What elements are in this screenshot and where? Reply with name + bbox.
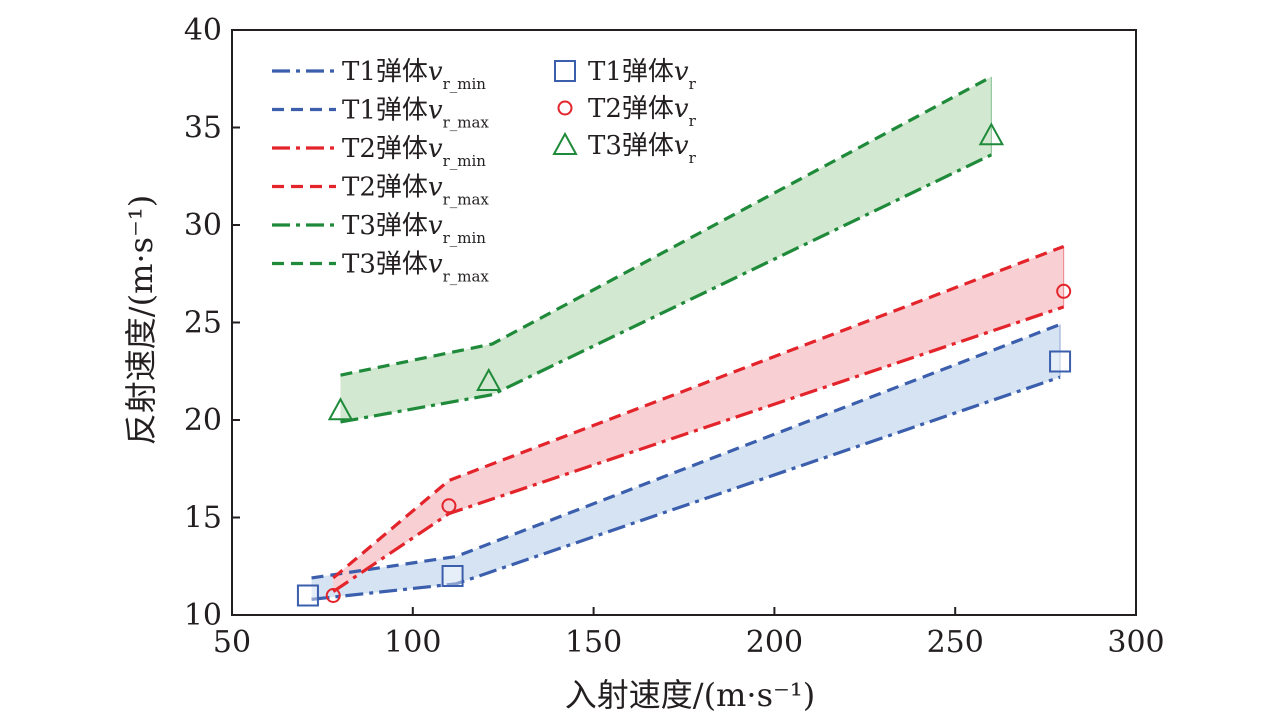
axis-ticks: 50 100 150 200 250 300 10 15 20 25 30 35 40 [184, 13, 1165, 660]
y-tick-label: 40 [184, 13, 222, 48]
legend-line-label: T2弹体vr_min [342, 134, 486, 170]
data-point-9-2 [476, 367, 502, 391]
band-2 [333, 246, 1064, 592]
legend: T1弹体vr_minT1弹体vr_maxT2弹体vr_minT2弹体vr_max… [272, 57, 697, 286]
data-point-7-1 [296, 584, 319, 607]
x-axis-title: 入射速度/(m·s⁻¹) [565, 676, 815, 714]
x-tick-label: 50 [213, 625, 251, 660]
legend-marker-swatch [552, 131, 578, 155]
series-line-2 [311, 322, 1061, 580]
legend-line-label: T1弹体vr_max [342, 96, 489, 132]
x-tick-label: 200 [746, 625, 803, 660]
y-tick-label: 10 [184, 598, 222, 633]
y-tick-label: 15 [184, 501, 222, 536]
series-line-3 [332, 305, 1065, 593]
x-tick-label: 100 [384, 625, 441, 660]
y-tick-label: 20 [184, 403, 222, 438]
legend-marker-label: T1弹体vr [588, 57, 697, 93]
data-point-9-1 [327, 397, 354, 421]
data-point-8-3 [1056, 283, 1072, 299]
legend-line-label: T1弹体vr_min [342, 57, 486, 93]
data-point-7-3 [1049, 350, 1072, 373]
data-point-8-1 [325, 588, 341, 603]
legend-marker-label: T3弹体vr [588, 131, 697, 167]
y-tick-label: 35 [184, 111, 222, 146]
series-line-1 [311, 375, 1061, 601]
series-line-4 [332, 244, 1065, 580]
band-1 [311, 324, 1061, 600]
data-point-9-3 [978, 122, 1005, 146]
data-point-8-2 [441, 498, 457, 514]
legend-line-label: T3弹体vr_min [342, 211, 486, 247]
y-tick-label: 25 [184, 306, 222, 341]
series-line-6 [340, 75, 993, 377]
x-tick-label: 250 [927, 625, 984, 660]
y-axis-title: 反射速度/(m·s⁻¹) [122, 195, 160, 445]
series-line-5 [340, 153, 993, 424]
legend-line-label: T2弹体vr_max [342, 173, 489, 209]
legend-line-label: T3弹体vr_max [342, 250, 489, 286]
legend-marker-label: T2弹体vr [588, 94, 697, 130]
x-tick-label: 300 [1107, 625, 1164, 660]
data-markers [296, 122, 1072, 607]
legend-marker-swatch [554, 60, 576, 82]
shaded-bands [311, 76, 1065, 600]
y-tick-label: 30 [184, 208, 222, 243]
x-tick-label: 150 [565, 625, 622, 660]
band-3 [340, 76, 992, 422]
legend-marker-swatch [557, 100, 573, 116]
series-lines [311, 75, 1065, 601]
data-point-7-2 [441, 565, 464, 587]
